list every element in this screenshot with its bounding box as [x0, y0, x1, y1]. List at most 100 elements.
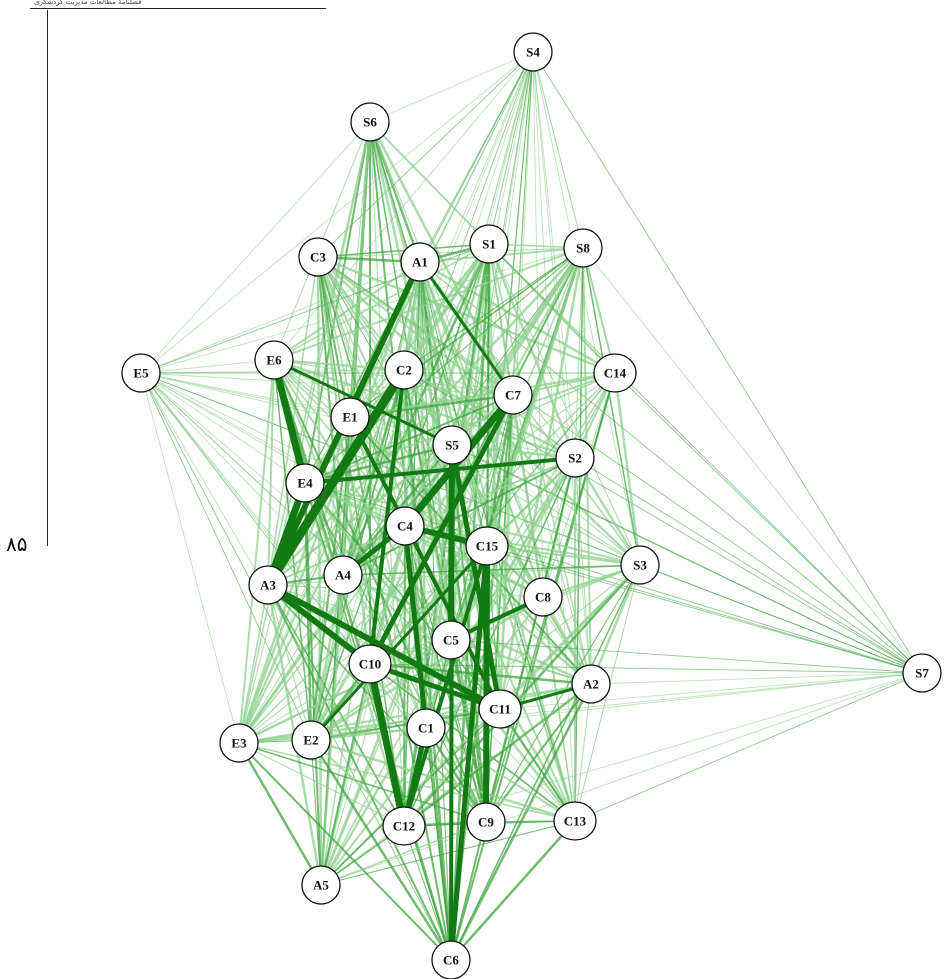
node-circle — [301, 865, 341, 905]
edge-E6-C2 — [273, 358, 405, 372]
edge-C2-A4 — [341, 369, 406, 576]
node-circle — [478, 689, 522, 729]
edge-S3-A5 — [320, 564, 641, 886]
strong-edge-C10-C12 — [366, 660, 408, 830]
edge-C4-A2 — [404, 525, 592, 685]
edge-E5-C10 — [140, 372, 371, 665]
edge-S4-S3 — [532, 51, 641, 566]
edge-E4-C1 — [304, 482, 427, 729]
node-circle — [571, 664, 611, 704]
strong-edge-A3-C10 — [265, 582, 373, 667]
edge-C10-E3 — [238, 663, 371, 744]
node-circle — [254, 340, 294, 380]
node-c11: C11 — [478, 689, 522, 729]
node-c3: C3 — [298, 237, 338, 277]
edge-S3-A2 — [589, 564, 642, 685]
edge-C11-E3 — [238, 707, 501, 745]
node-c5: C5 — [431, 620, 471, 660]
edge-C4-A3 — [267, 525, 406, 586]
node-label: C11 — [489, 702, 511, 717]
node-circle — [469, 224, 509, 264]
node-label: C12 — [393, 819, 415, 834]
edge-C3-A5 — [316, 256, 323, 886]
node-label: C9 — [478, 815, 494, 830]
edge-A4-E3 — [238, 574, 344, 744]
node-label: E5 — [133, 366, 149, 381]
node-label: E6 — [266, 353, 282, 368]
edge-C7-C9 — [485, 394, 514, 823]
edge-S2-A2 — [574, 457, 592, 685]
edge-A3-C12 — [267, 584, 405, 827]
edge-E3-C6 — [238, 742, 452, 961]
edge-E5-C6 — [140, 372, 452, 961]
node-label: C10 — [359, 657, 381, 672]
node-s6: S6 — [350, 102, 390, 142]
node-circle — [382, 806, 426, 846]
node-e2: E2 — [291, 720, 331, 760]
edge-C14-E1 — [349, 371, 616, 419]
edge-S4-S1 — [488, 51, 534, 245]
node-label: E1 — [342, 410, 357, 425]
edge-C1-C6 — [425, 727, 452, 961]
node-c12: C12 — [382, 806, 426, 846]
node-label: C6 — [443, 953, 459, 968]
node-label: E3 — [231, 736, 247, 751]
node-circle — [431, 620, 471, 660]
edge-S8-C14 — [582, 247, 616, 374]
node-label: C14 — [604, 366, 627, 381]
strong-edge-C12-C15 — [402, 544, 489, 828]
node-e6: E6 — [254, 340, 294, 380]
node-layer: S4 S6 C3 A1 S1 S8 E5 E6 C2 C7 C14 E1 S5 S2 E4 C4 C15 S3 A3… — [121, 32, 942, 979]
node-label: C5 — [443, 633, 459, 648]
strong-edge-C10-C11 — [367, 661, 503, 712]
edge-E5-C13 — [140, 372, 576, 822]
edge-C5-S7 — [450, 639, 923, 674]
node-s4: S4 — [513, 32, 553, 72]
node-circle — [385, 506, 425, 546]
edge-C3-C14 — [317, 255, 616, 375]
node-circle — [348, 644, 392, 684]
edge-E2-C13 — [310, 738, 576, 823]
edge-S8-E5 — [140, 247, 584, 374]
node-circle — [248, 565, 288, 605]
node-label: S7 — [915, 666, 929, 681]
node-label: A2 — [583, 677, 599, 692]
edge-S8-C2 — [403, 247, 584, 371]
node-c1: C1 — [406, 708, 446, 748]
node-s8: S8 — [563, 228, 603, 268]
page-header-rule — [30, 8, 326, 9]
edge-E5-E2 — [140, 372, 312, 741]
node-label: A1 — [412, 255, 428, 270]
edge-S1-E2 — [310, 243, 490, 741]
edge-S8-S3 — [582, 247, 641, 566]
edge-layer — [140, 51, 923, 963]
edge-C5-E3 — [238, 638, 452, 745]
edge-S7-C12 — [403, 672, 923, 827]
node-s7: S7 — [902, 653, 942, 693]
edge-E6-E3 — [238, 359, 275, 744]
edge-E6-A3 — [267, 359, 275, 586]
edge-A2-C13 — [574, 683, 592, 822]
strong-edge-A3-C2 — [263, 365, 409, 590]
edge-C13-A5 — [320, 820, 576, 886]
edge-S6-E4 — [304, 121, 371, 484]
edge-A3-E3 — [238, 584, 269, 744]
edge-S3-A4 — [342, 564, 641, 576]
node-circle — [563, 228, 603, 268]
node-s1: S1 — [469, 224, 509, 264]
node-e3: E3 — [219, 723, 259, 763]
node-circle — [466, 802, 506, 842]
edge-E3-C13 — [238, 742, 576, 822]
node-label: S6 — [363, 115, 377, 130]
node-circle — [330, 397, 370, 437]
node-label: S2 — [568, 451, 582, 466]
edge-C2-E2 — [310, 369, 405, 741]
node-c14: C14 — [593, 353, 637, 393]
edge-A3-E2 — [267, 584, 312, 741]
node-label: E4 — [297, 476, 313, 491]
node-label: C1 — [418, 721, 434, 736]
edge-A4-E2 — [309, 574, 345, 741]
edge-C15-E3 — [238, 545, 488, 744]
edge-S7-C10 — [369, 663, 923, 674]
